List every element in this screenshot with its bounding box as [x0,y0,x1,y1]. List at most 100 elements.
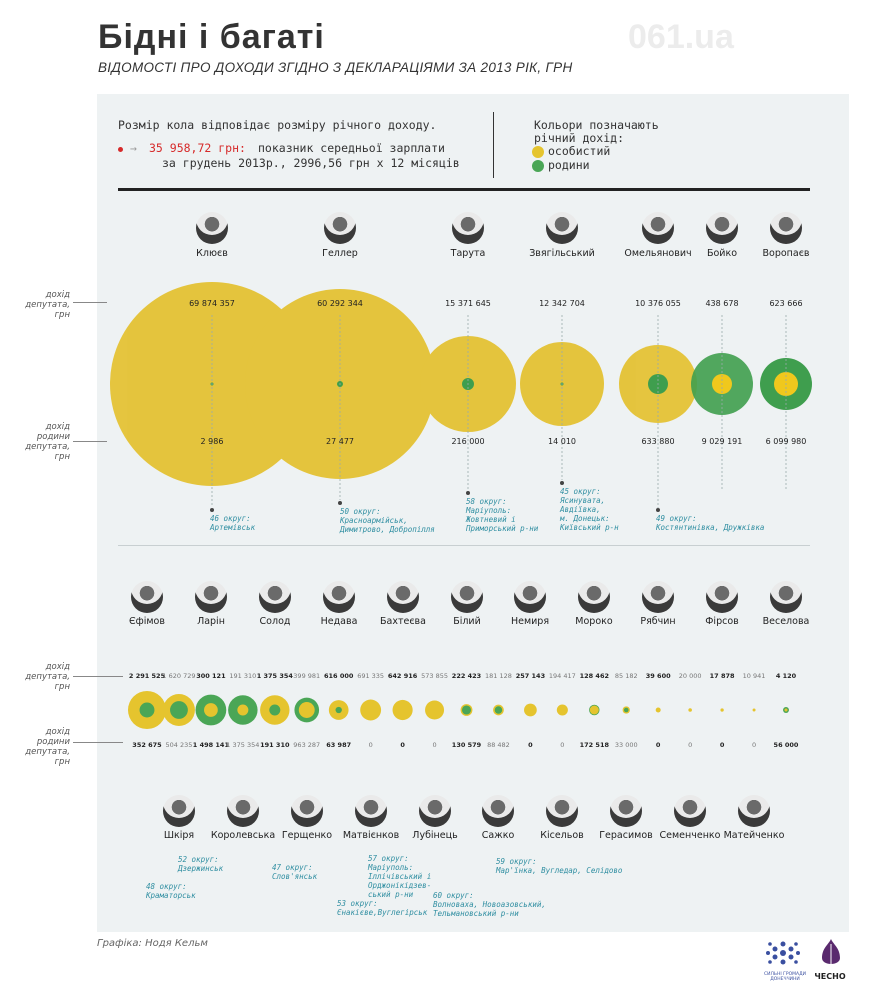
deputy-name: Герасимов [599,830,653,841]
credit: Графіка: Нодя Кельм [97,938,208,949]
photo-avatar [610,795,642,827]
side-label-deputy: дохід депутата, грн [25,290,70,320]
bubble-family [170,701,188,719]
family-income: 633 880 [641,437,675,446]
ref-text-1: показник середньої зарплати [258,141,445,155]
red-dot-icon [118,147,123,152]
deputy-name: Сажко [481,830,515,841]
photo-avatar [706,212,738,244]
section-divider [118,545,810,546]
deputy-name: Тарута [450,248,486,259]
family-income: 0 [751,741,757,749]
community-logo-icon [766,941,800,965]
ref-text-2: за грудень 2013р., 2996,56 грн х 12 міся… [162,156,460,170]
bubble-personal [752,708,756,712]
bubble-family [494,706,503,714]
bubble-personal [720,708,724,712]
side-arrow-bottom-2 [73,742,123,743]
bubble-personal [655,707,661,713]
personal-income: 181 128 [484,672,512,680]
bubble-personal [298,702,315,718]
photo-avatar [131,581,163,613]
note-dot [466,491,470,495]
photo-avatar [546,795,578,827]
personal-swatch [532,146,544,158]
photo-avatar [227,795,259,827]
note-dot [560,481,564,485]
personal-income: 623 666 [769,299,803,308]
family-income: 0 [560,741,565,749]
bubble-personal [784,708,788,712]
family-income: 172 518 [579,741,609,749]
personal-income: 194 417 [548,672,576,680]
personal-income: 2 291 525 [128,672,166,680]
personal-income: 438 678 [705,299,739,308]
photo-avatar [419,795,451,827]
photo-avatar [674,795,706,827]
watermark: 061.ua [628,18,734,56]
district-note: 47 округ: Слов'янськ [272,863,318,881]
note-dot [338,501,342,505]
personal-income: 642 916 [387,672,418,680]
ref-value: 35 958,72 грн: [149,141,246,155]
family-income: 9 029 191 [701,437,743,446]
deputy-name: Бахтеєва [380,616,426,627]
personal-income: 10 376 055 [635,299,681,308]
district-note: 58 округ: Маріуполь: Жовтневий і Приморськи… [466,497,539,533]
deputy-name: Матейченко [723,830,785,841]
bubble-family [269,704,281,716]
deputy-name: Ларін [197,616,225,627]
note-dot [656,508,660,512]
deputy-name: Матвієнков [342,830,400,841]
bubble-family [623,707,629,713]
family-income: 14 010 [548,437,576,446]
deputy-name: Веселова [762,616,810,627]
personal-income: 15 371 645 [445,299,491,308]
colors-title-2: річний дохід: [534,131,625,145]
family-income: 33 000 [614,741,638,749]
page-subtitle: ВІДОМОСТІ ПРО ДОХОДИ ЗГІДНО З ДЕКЛАРАЦІЯ… [98,60,573,75]
family-income: 0 [528,741,533,749]
personal-income: 10 941 [742,672,766,680]
personal-income: 12 342 704 [539,299,585,308]
photo-avatar [482,795,514,827]
personal-income: 399 981 [293,672,321,680]
photo-avatar [546,212,578,244]
district-note: 52 округ: Дзержинськ [178,855,224,873]
family-income: 88 482 [487,741,510,749]
photo-avatar [324,212,356,244]
arrow-icon: → [130,141,137,155]
bubble-personal [425,700,445,720]
district-note: 59 округ: Мар'їнка, Вугледар, Селідово [496,857,623,875]
deputy-name: Лубінець [412,830,458,841]
family-income: 0 [432,741,437,749]
personal-income: 60 292 344 [317,299,363,308]
deputy-name: Шкіря [163,830,195,841]
bubble-family [335,706,342,714]
district-note: 45 округ: Ясинувата, Авдіївка, м. Донецьк: К… [560,487,619,532]
family-income: 63 987 [326,741,352,749]
deputy-name: Герщенко [281,830,333,841]
colors-title-1: Кольори позначають [534,118,659,132]
deputy-name: Семенченко [659,830,721,841]
side-label-family-2: дохід родини депутата, грн [25,727,70,767]
page-title: Бідні і багаті [98,18,325,56]
bubble-personal [524,703,537,717]
photo-avatar [355,795,387,827]
deputy-name: Фірсов [705,616,739,627]
bubble-family [139,702,155,718]
photo-avatar [195,581,227,613]
deputy-name: Воропаєв [762,248,810,259]
family-income: 352 675 [132,741,162,749]
legend-rule [118,188,810,191]
deputy-name: Мороко [575,616,613,627]
deputy-name: Омельянович [624,248,692,259]
personal-income: 39 600 [645,672,671,680]
photo-avatar [163,795,195,827]
bubble-personal [237,704,249,716]
photo-avatar [706,581,738,613]
family-income: 27 477 [326,437,354,446]
deputy-name: Геллер [322,248,358,259]
personal-income: 1 375 354 [256,672,293,680]
